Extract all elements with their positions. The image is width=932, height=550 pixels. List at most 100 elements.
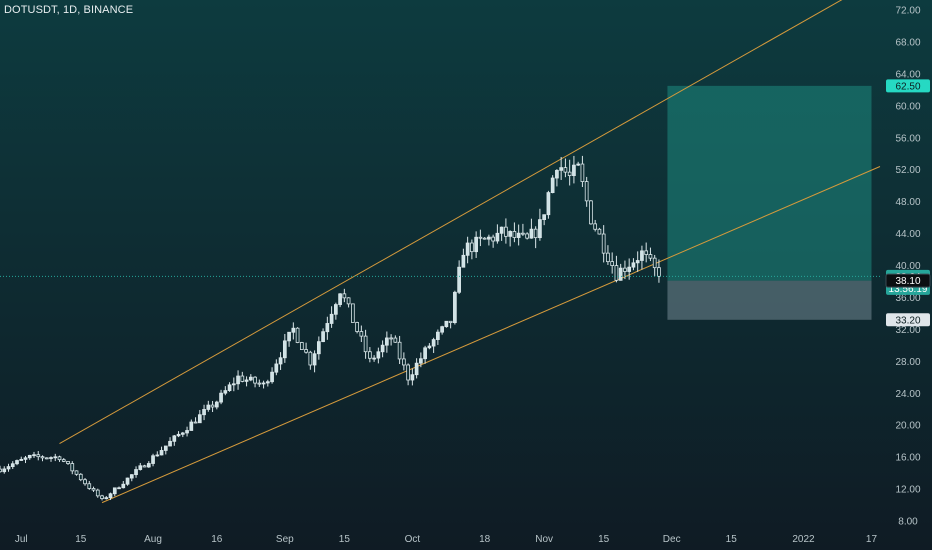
candle: [538, 208, 542, 241]
candle-body: [423, 347, 427, 360]
candle-body: [159, 450, 164, 456]
candle-body: [567, 171, 572, 176]
candle-body: [253, 376, 257, 384]
candle-body: [19, 458, 24, 461]
candle: [104, 496, 109, 500]
candle: [618, 263, 623, 281]
candle: [402, 352, 406, 371]
candle-body: [308, 351, 313, 366]
candle: [521, 223, 525, 236]
candle: [431, 337, 436, 353]
candle: [542, 214, 546, 226]
candle-body: [559, 167, 564, 171]
candle-body: [0, 468, 2, 473]
candle: [487, 234, 491, 246]
candle-body: [248, 376, 253, 381]
candle-body: [601, 233, 606, 254]
candle-body: [431, 339, 436, 347]
price-tick-label: 8.00: [898, 517, 918, 528]
candle-body: [121, 483, 126, 489]
candle-body: [61, 459, 66, 462]
price-tick-label: 56.00: [895, 133, 920, 144]
candle: [338, 293, 342, 308]
stop-zone: [667, 280, 872, 320]
time-tick-label: Aug: [144, 534, 162, 545]
candle-body: [652, 257, 657, 269]
candle: [567, 159, 572, 186]
candle: [614, 255, 619, 283]
candle-body: [461, 254, 466, 268]
time-tick-label: Jul: [15, 534, 28, 545]
candle-body: [287, 331, 291, 342]
candle: [112, 487, 117, 497]
candle: [159, 446, 164, 456]
time-tick-label: 2022: [792, 534, 815, 545]
time-tick-label: Dec: [663, 534, 681, 545]
candle-body: [223, 390, 228, 394]
candle: [180, 431, 185, 438]
candle-body: [227, 384, 232, 391]
candle-body: [397, 341, 402, 360]
candle-body: [240, 375, 245, 382]
candle: [70, 461, 75, 475]
candle: [508, 230, 512, 247]
candle-body: [427, 345, 432, 349]
candle: [36, 451, 41, 461]
candle: [27, 454, 32, 460]
price-tag-label: 38.10: [895, 276, 920, 287]
candle-body: [478, 236, 483, 239]
candle-body: [189, 421, 194, 431]
candle-body: [316, 341, 321, 355]
price-axis[interactable]: 72.00 68.00 64.00 60.00 56.00 52.00 48.00 44.00…: [895, 6, 920, 528]
candle: [589, 200, 593, 225]
candle-body: [87, 483, 92, 489]
candle: [380, 340, 385, 358]
candle: [555, 169, 559, 187]
candle: [248, 374, 253, 382]
candle-body: [533, 228, 538, 239]
price-tick-label: 52.00: [895, 165, 920, 176]
candle-body: [525, 233, 529, 239]
price-tick-label: 16.00: [895, 453, 920, 464]
time-axis[interactable]: Jul 15 Aug 16 Sep 15 Oct 18 Nov 15 Dec 15 2022 17: [15, 534, 878, 545]
candle-body: [627, 266, 632, 272]
candle-body: [236, 375, 240, 385]
candle-body: [23, 457, 28, 460]
price-tick-label: 68.00: [895, 37, 920, 48]
candle: [287, 331, 291, 347]
candle-body: [270, 371, 274, 383]
price-tick-label: 28.00: [895, 357, 920, 368]
candle-body: [380, 344, 385, 353]
candle: [414, 358, 419, 379]
candle-body: [70, 463, 75, 472]
candle-body: [32, 454, 36, 457]
candle: [219, 389, 223, 405]
candle: [10, 461, 15, 470]
candle-body: [146, 463, 151, 468]
candle-body: [546, 192, 551, 216]
candle: [83, 478, 87, 486]
candle: [516, 224, 521, 246]
candle: [444, 320, 449, 328]
candle-body: [91, 488, 96, 491]
candle-body: [414, 362, 419, 376]
candle-body: [504, 226, 508, 237]
price-tag-bg: [886, 313, 930, 327]
candle-body: [346, 297, 351, 305]
candle-body: [261, 382, 266, 385]
candle: [6, 463, 11, 472]
price-tag-target: 62.50: [886, 79, 930, 93]
price-tag-label: 33.20: [895, 315, 920, 326]
price-tag-bg: [885, 273, 931, 288]
candle: [397, 335, 402, 365]
candle-body: [512, 231, 517, 238]
candle-body: [291, 327, 296, 333]
candle: [87, 480, 92, 490]
candle-body: [465, 242, 470, 256]
candle: [316, 336, 321, 360]
candle: [478, 229, 483, 247]
candle: [100, 494, 104, 501]
candle-body: [610, 261, 615, 266]
